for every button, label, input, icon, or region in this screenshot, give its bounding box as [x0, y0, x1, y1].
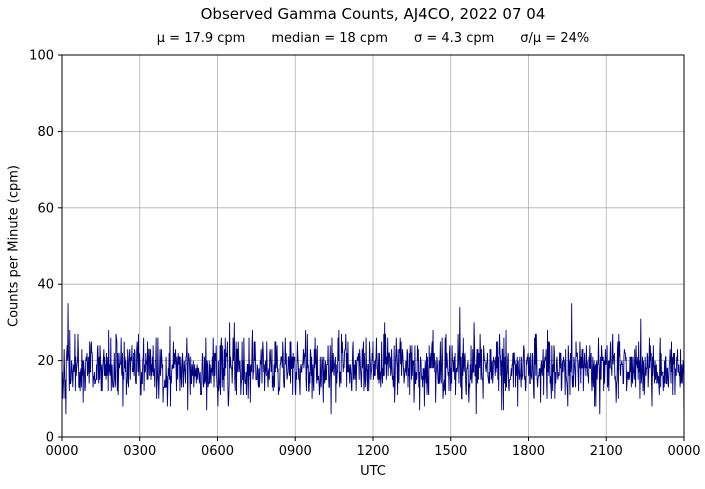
gamma-counts-series: [61, 303, 685, 418]
x-tick-label: 0000: [667, 444, 700, 459]
x-tick-label: 1200: [356, 444, 389, 459]
y-tick-label: 40: [37, 278, 54, 293]
y-tick-label: 80: [37, 125, 54, 140]
chart-title: Observed Gamma Counts, AJ4CO, 2022 07 04: [200, 5, 546, 23]
y-tick-label: 100: [29, 49, 54, 64]
y-tick-label: 60: [37, 201, 54, 216]
x-tick-label: 0000: [45, 444, 78, 459]
stat-mean: μ = 17.9 cpm: [156, 31, 246, 46]
stat-sigma-over-mu: σ/μ = 24%: [520, 31, 590, 46]
x-tick-label: 0900: [279, 444, 312, 459]
stat-median: median = 18 cpm: [271, 31, 388, 46]
chart-stats-line: μ = 17.9 cpm median = 18 cpm σ = 4.3 cpm σ/…: [62, 31, 684, 47]
y-tick-label: 0: [46, 431, 54, 446]
x-tick-label: 0600: [201, 444, 234, 459]
x-tick-label: 1800: [512, 444, 545, 459]
axes-frame: [61, 54, 685, 438]
x-axis-label: UTC: [360, 464, 386, 479]
x-tick-label: 1500: [434, 444, 467, 459]
y-tick-label: 20: [37, 354, 54, 369]
x-tick-label: 0300: [123, 444, 156, 459]
x-tick-label: 2100: [590, 444, 623, 459]
stat-sigma: σ = 4.3 cpm: [413, 31, 495, 46]
